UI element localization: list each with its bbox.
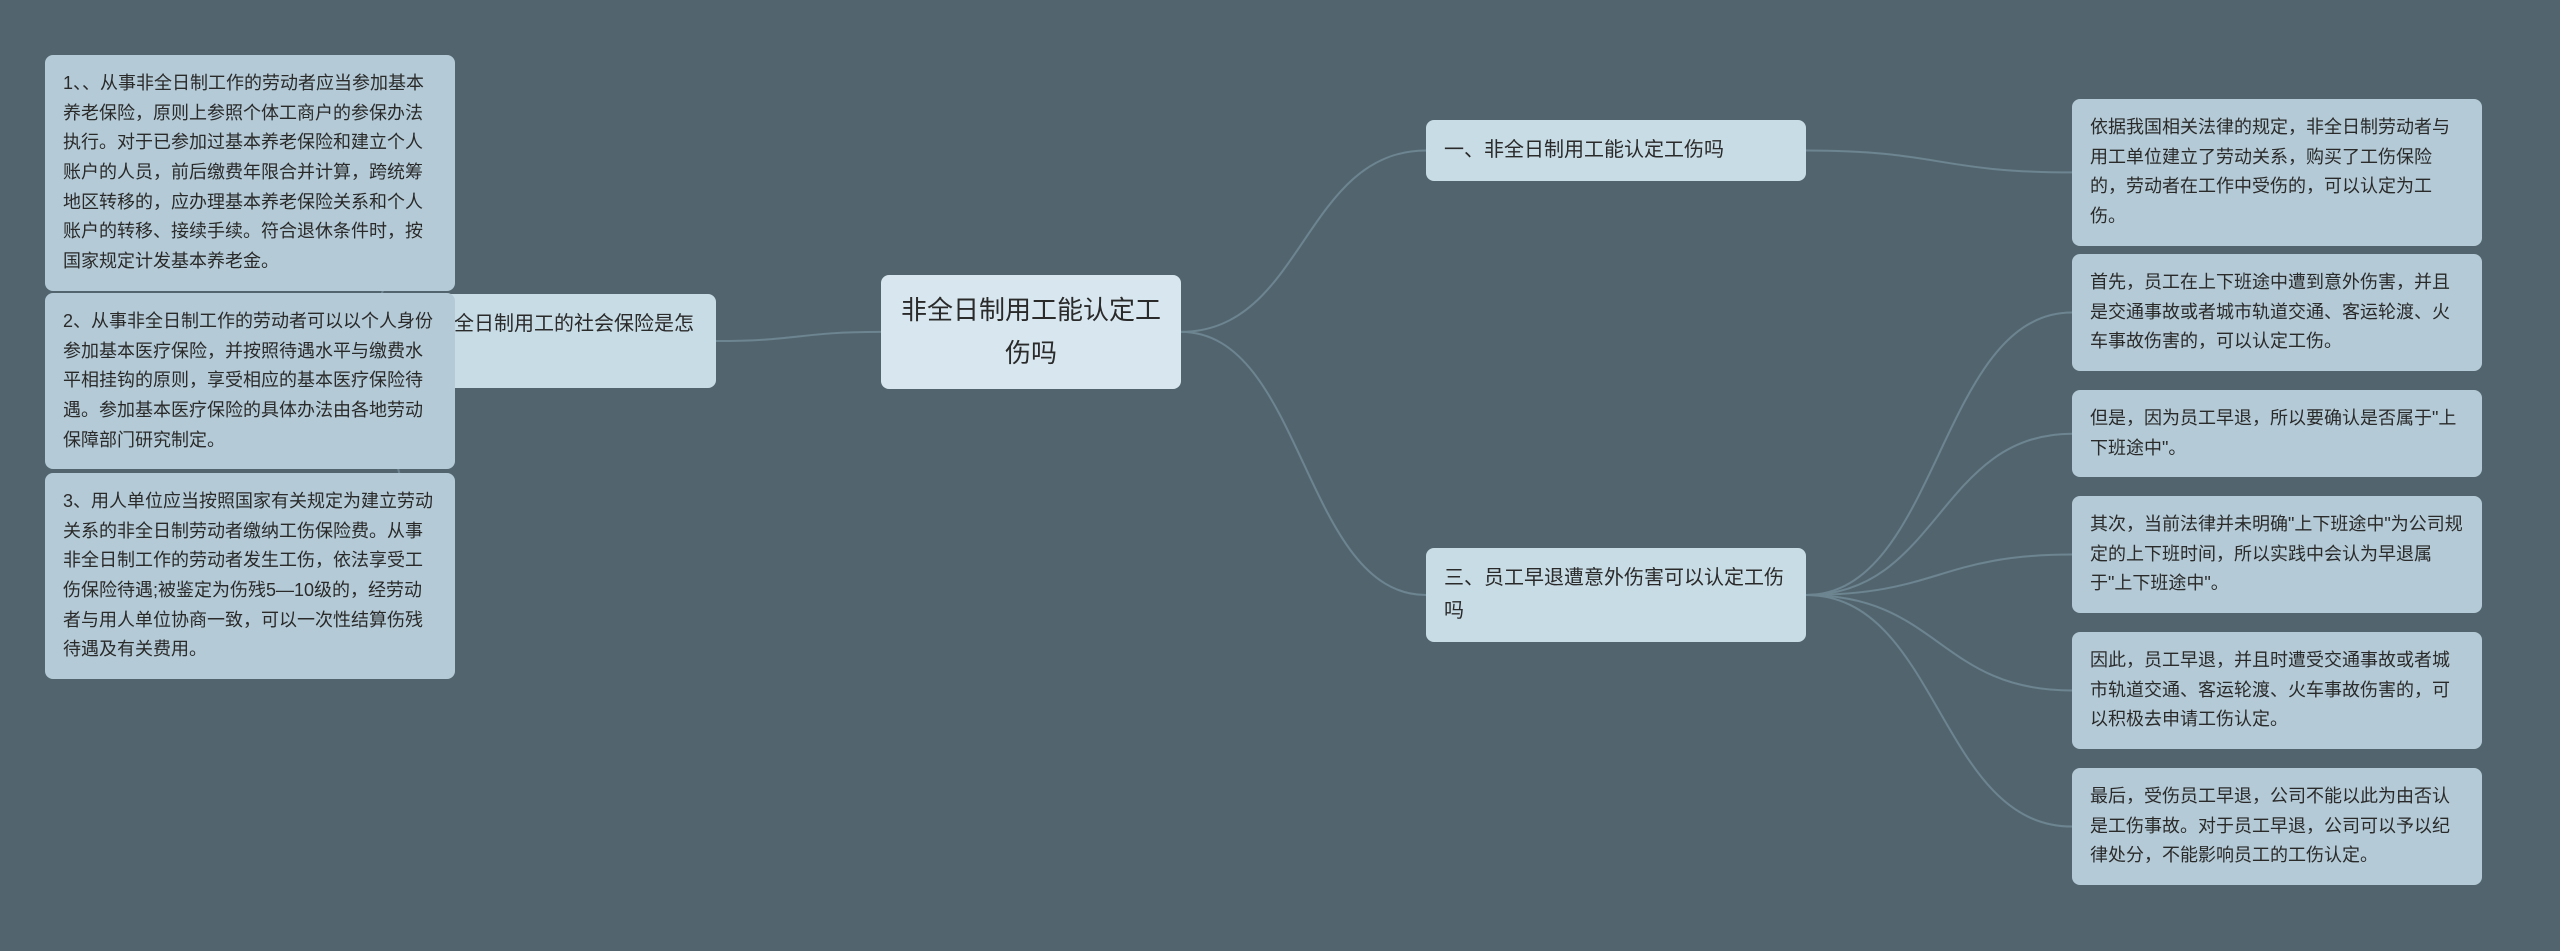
leaf-b3-3-label: 其次，当前法律并未明确"上下班途中"为公司规定的上下班时间，所以实践中会认为早退… — [2090, 514, 2463, 593]
branch-node-1[interactable]: 一、非全日制用工能认定工伤吗 — [1426, 120, 1806, 181]
leaf-b2-3-label: 3、用人单位应当按照国家有关规定为建立劳动关系的非全日制劳动者缴纳工伤保险费。从… — [63, 491, 433, 659]
leaf-b3-1-label: 首先，员工在上下班途中遭到意外伤害，并且是交通事故或者城市轨道交通、客运轮渡、火… — [2090, 272, 2450, 351]
leaf-node-b2-3[interactable]: 3、用人单位应当按照国家有关规定为建立劳动关系的非全日制劳动者缴纳工伤保险费。从… — [45, 473, 455, 679]
leaf-node-b2-1[interactable]: 1、、从事非全日制工作的劳动者应当参加基本养老保险，原则上参照个体工商户的参保办… — [45, 55, 455, 291]
leaf-b3-2-label: 但是，因为员工早退，所以要确认是否属于"上下班途中"。 — [2090, 408, 2456, 458]
leaf-node-b3-3[interactable]: 其次，当前法律并未明确"上下班途中"为公司规定的上下班时间，所以实践中会认为早退… — [2072, 496, 2482, 613]
leaf-b3-5-label: 最后，受伤员工早退，公司不能以此为由否认是工伤事故。对于员工早退，公司可以予以纪… — [2090, 786, 2450, 865]
leaf-node-b1-1[interactable]: 依据我国相关法律的规定，非全日制劳动者与用工单位建立了劳动关系，购买了工伤保险的… — [2072, 99, 2482, 246]
leaf-node-b3-5[interactable]: 最后，受伤员工早退，公司不能以此为由否认是工伤事故。对于员工早退，公司可以予以纪… — [2072, 768, 2482, 885]
leaf-node-b3-4[interactable]: 因此，员工早退，并且时遭受交通事故或者城市轨道交通、客运轮渡、火车事故伤害的，可… — [2072, 632, 2482, 749]
leaf-b2-2-label: 2、从事非全日制工作的劳动者可以以个人身份参加基本医疗保险，并按照待遇水平与缴费… — [63, 311, 433, 450]
root-label: 非全日制用工能认定工伤吗 — [901, 295, 1161, 368]
leaf-b1-1-label: 依据我国相关法律的规定，非全日制劳动者与用工单位建立了劳动关系，购买了工伤保险的… — [2090, 117, 2450, 226]
leaf-node-b3-1[interactable]: 首先，员工在上下班途中遭到意外伤害，并且是交通事故或者城市轨道交通、客运轮渡、火… — [2072, 254, 2482, 371]
leaf-node-b2-2[interactable]: 2、从事非全日制工作的劳动者可以以个人身份参加基本医疗保险，并按照待遇水平与缴费… — [45, 293, 455, 469]
leaf-b2-1-label: 1、、从事非全日制工作的劳动者应当参加基本养老保险，原则上参照个体工商户的参保办… — [63, 73, 424, 271]
branch-1-label: 一、非全日制用工能认定工伤吗 — [1444, 139, 1724, 161]
leaf-b3-4-label: 因此，员工早退，并且时遭受交通事故或者城市轨道交通、客运轮渡、火车事故伤害的，可… — [2090, 650, 2450, 729]
branch-3-label: 三、员工早退遭意外伤害可以认定工伤吗 — [1444, 567, 1784, 622]
branch-node-3[interactable]: 三、员工早退遭意外伤害可以认定工伤吗 — [1426, 548, 1806, 642]
root-node[interactable]: 非全日制用工能认定工伤吗 — [881, 275, 1181, 389]
leaf-node-b3-2[interactable]: 但是，因为员工早退，所以要确认是否属于"上下班途中"。 — [2072, 390, 2482, 477]
